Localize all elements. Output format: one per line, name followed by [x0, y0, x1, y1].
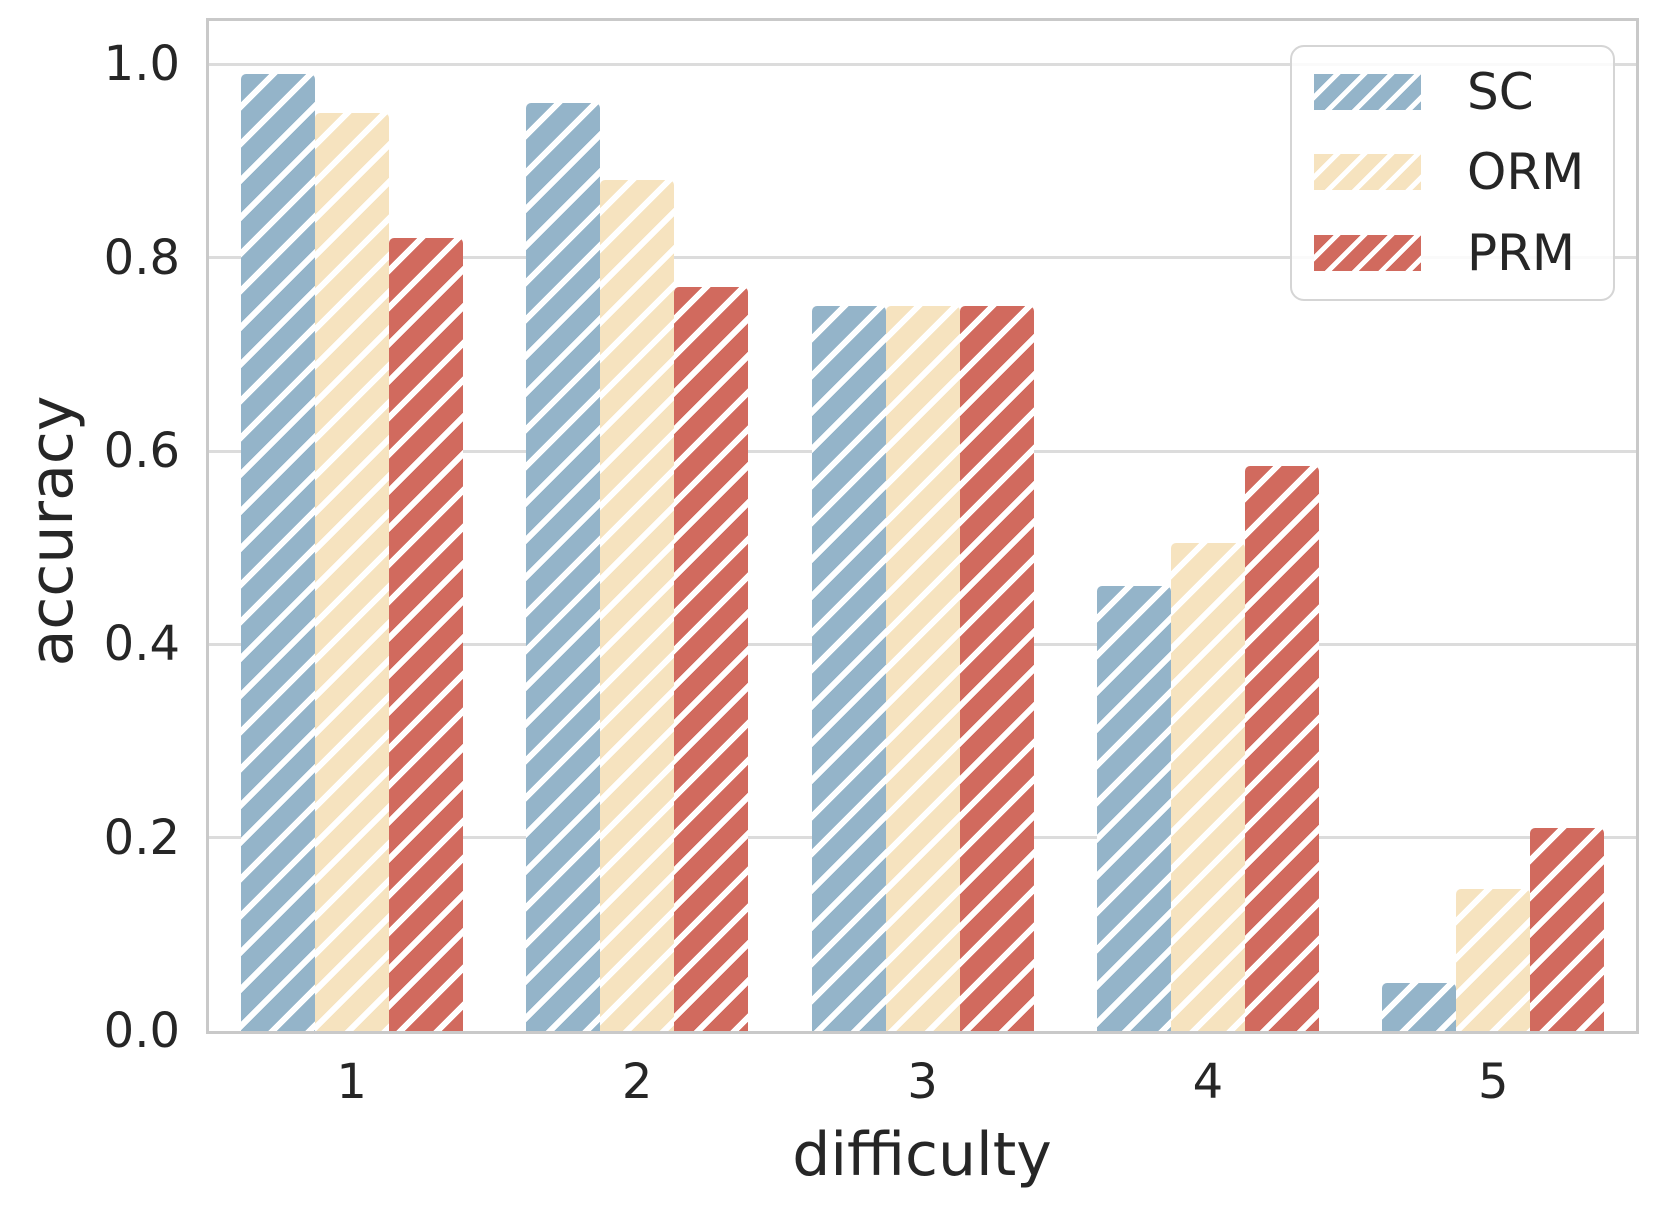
x-tick-label-3: 3: [907, 1054, 938, 1110]
bar-prm-difficulty-4: [1244, 465, 1319, 1031]
legend-swatch-prm: [1314, 235, 1421, 271]
y-tick-label-0.2: 0.2: [103, 809, 180, 866]
y-tick-label-0.8: 0.8: [103, 229, 180, 286]
bar-sc-difficulty-1: [240, 74, 315, 1031]
legend-label-prm: PRM: [1467, 224, 1576, 282]
legend-swatch-sc: [1314, 74, 1421, 110]
bar-orm-difficulty-1: [314, 112, 389, 1031]
x-tick-label-4: 4: [1192, 1054, 1224, 1110]
bar-prm-difficulty-2: [674, 286, 749, 1031]
bar-prm-difficulty-1: [388, 238, 463, 1031]
legend-label-orm: ORM: [1467, 143, 1585, 201]
y-tick-label-0.0: 0.0: [103, 1003, 180, 1059]
legend-item-prm: PRM: [1314, 224, 1576, 282]
gridline-y-1.0: [209, 62, 1636, 66]
bar-sc-difficulty-3: [811, 306, 886, 1031]
x-axis-title: difficulty: [792, 1120, 1052, 1190]
bar-sc-difficulty-4: [1096, 586, 1171, 1031]
bar-orm-difficulty-4: [1170, 542, 1245, 1031]
y-tick-label-1.0: 1.0: [103, 36, 180, 93]
legend: SC ORM PRM: [1290, 45, 1615, 301]
bar-orm-difficulty-5: [1456, 888, 1531, 1031]
x-tick-label-2: 2: [621, 1054, 653, 1110]
legend-label-sc: SC: [1467, 63, 1534, 121]
legend-item-sc: SC: [1314, 63, 1534, 121]
bar-orm-difficulty-3: [885, 306, 960, 1031]
y-tick-label-0.4: 0.4: [103, 616, 180, 673]
x-tick-label-5: 5: [1478, 1054, 1509, 1110]
plot-canvas: [209, 21, 1636, 1031]
bar-sc-difficulty-2: [526, 103, 601, 1031]
bar-sc-difficulty-5: [1382, 982, 1457, 1031]
gridline-y-0.8: [209, 256, 1636, 260]
legend-swatch-orm: [1314, 154, 1421, 190]
bar-orm-difficulty-2: [600, 180, 675, 1031]
x-tick-label-1: 1: [336, 1054, 367, 1110]
y-tick-label-0.6: 0.6: [103, 423, 180, 480]
bar-prm-difficulty-5: [1530, 828, 1605, 1031]
bar-prm-difficulty-3: [959, 306, 1034, 1031]
legend-item-orm: ORM: [1314, 143, 1585, 201]
